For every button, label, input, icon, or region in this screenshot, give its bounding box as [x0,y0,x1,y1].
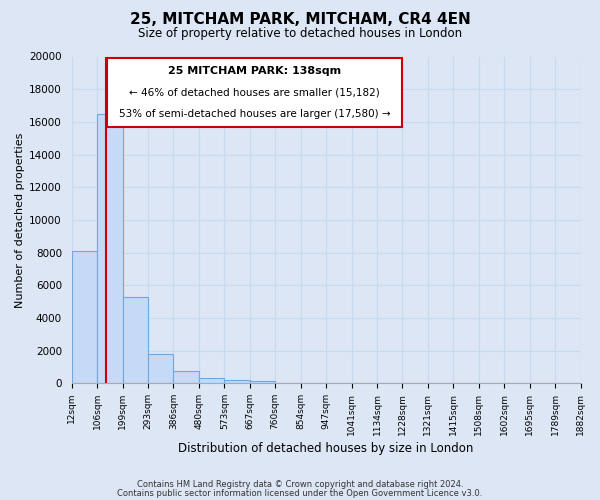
Bar [173,371,199,383]
Bar [122,296,148,383]
FancyBboxPatch shape [107,58,403,126]
Text: 53% of semi-detached houses are larger (17,580) →: 53% of semi-detached houses are larger (… [119,109,391,119]
Text: Size of property relative to detached houses in London: Size of property relative to detached ho… [138,28,462,40]
Text: 25 MITCHAM PARK: 138sqm: 25 MITCHAM PARK: 138sqm [168,66,341,76]
Bar [199,378,224,383]
Bar [224,380,250,383]
Text: Contains public sector information licensed under the Open Government Licence v3: Contains public sector information licen… [118,488,482,498]
Text: ← 46% of detached houses are smaller (15,182): ← 46% of detached houses are smaller (15… [130,88,380,98]
Bar [148,354,173,383]
Y-axis label: Number of detached properties: Number of detached properties [15,132,25,308]
Bar [97,114,122,383]
Text: 25, MITCHAM PARK, MITCHAM, CR4 4EN: 25, MITCHAM PARK, MITCHAM, CR4 4EN [130,12,470,28]
Bar [250,381,275,383]
X-axis label: Distribution of detached houses by size in London: Distribution of detached houses by size … [178,442,474,455]
Bar [71,251,97,383]
Text: Contains HM Land Registry data © Crown copyright and database right 2024.: Contains HM Land Registry data © Crown c… [137,480,463,489]
